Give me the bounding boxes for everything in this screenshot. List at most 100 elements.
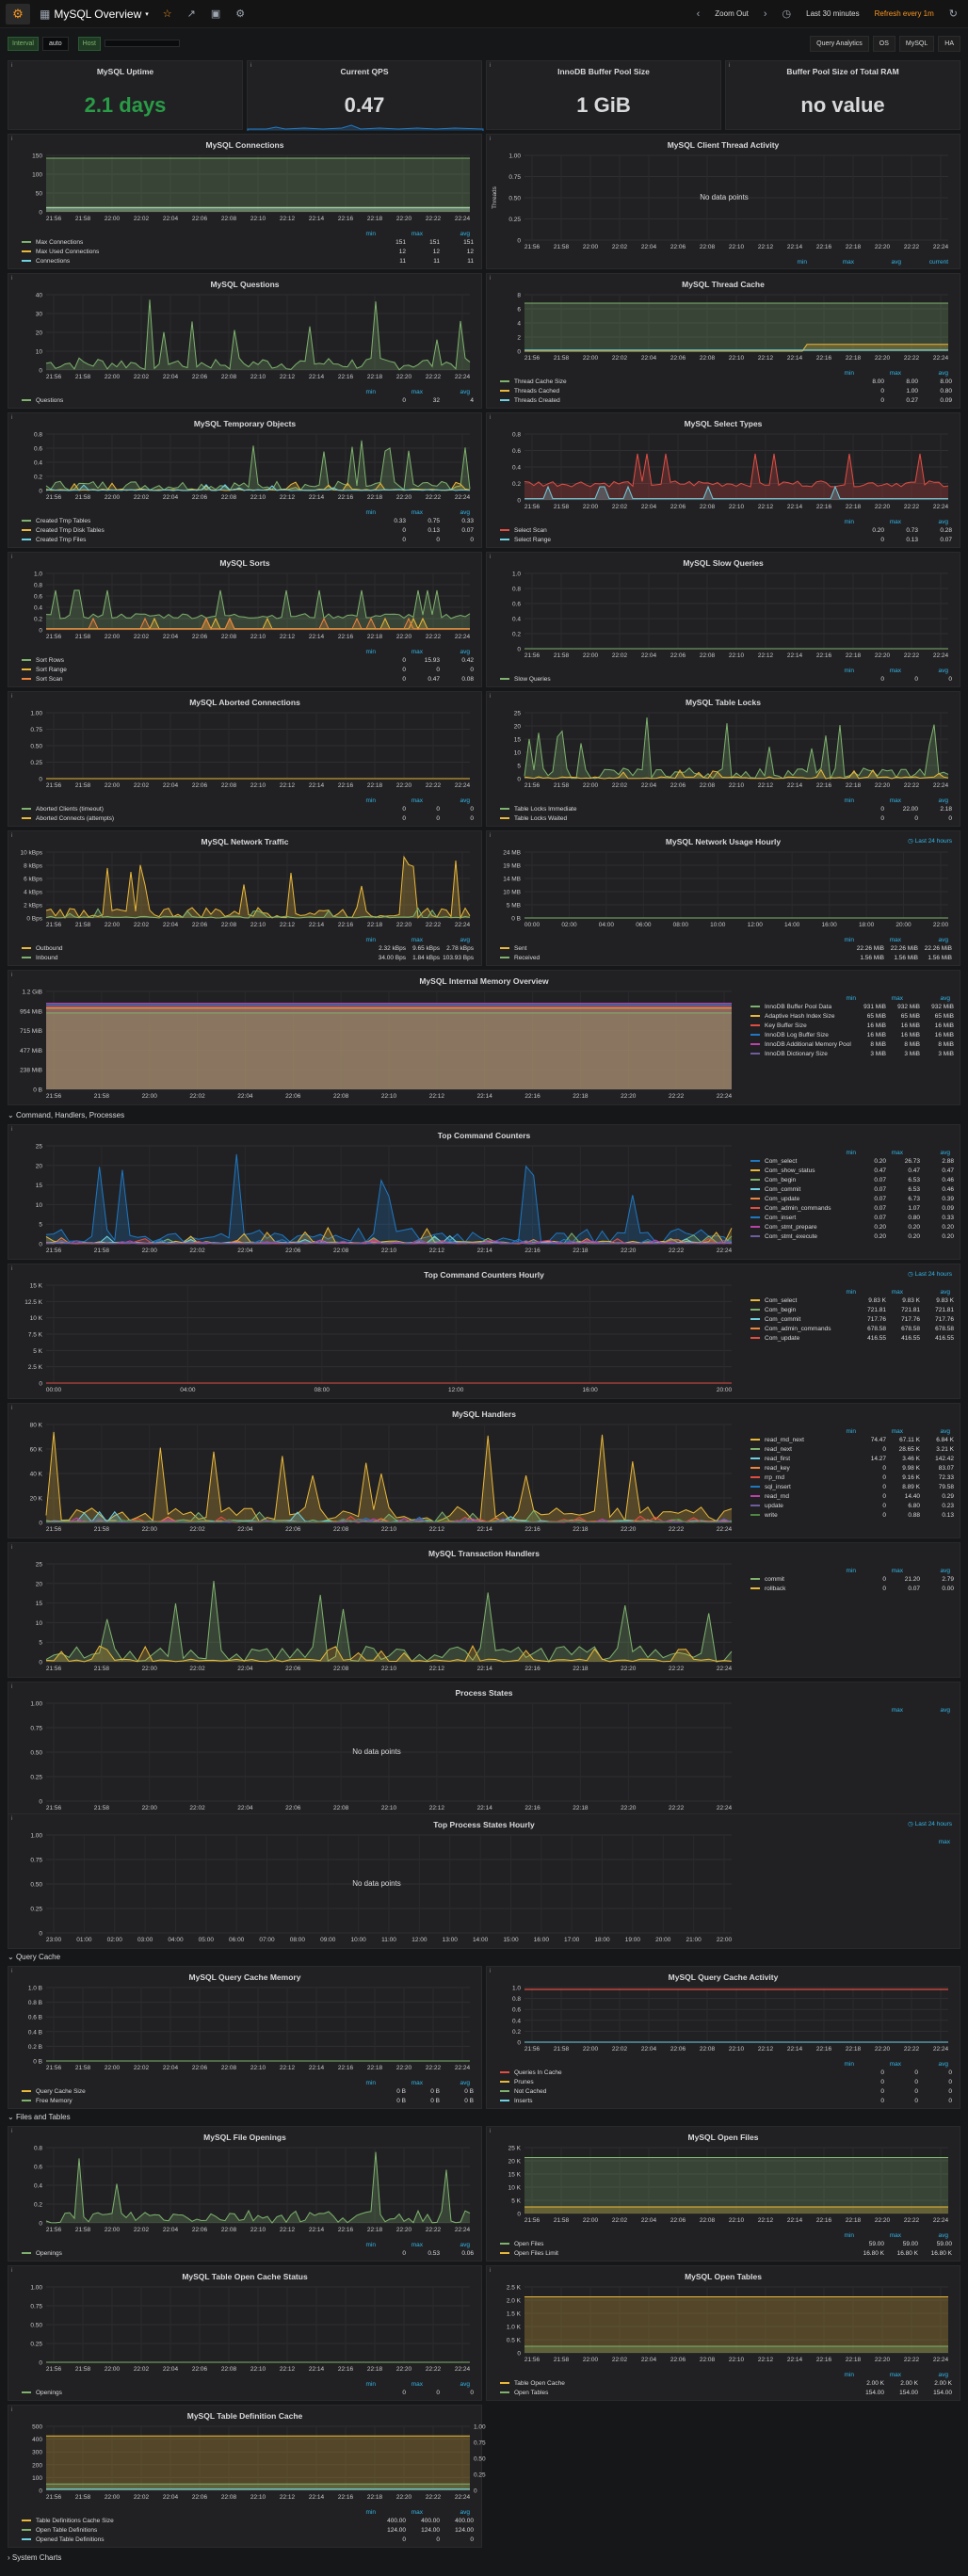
- legend-col-avg[interactable]: avg: [940, 995, 950, 1002]
- info-icon[interactable]: i: [11, 1816, 13, 1822]
- legend-col-min[interactable]: min: [846, 1150, 856, 1156]
- legend-item[interactable]: Threads Created 0 0.27 0.09: [500, 395, 952, 405]
- legend-col-avg[interactable]: avg: [460, 937, 470, 943]
- legend-col-min[interactable]: min: [846, 995, 856, 1002]
- legend-col-min[interactable]: min: [844, 937, 854, 943]
- legend-item[interactable]: Max Connections 151 151 151: [22, 237, 474, 247]
- legend-col-max[interactable]: max: [891, 1707, 903, 1714]
- legend-col-max[interactable]: max: [411, 2509, 423, 2516]
- chevron-right-icon[interactable]: ›: [763, 8, 767, 20]
- legend-col-min[interactable]: min: [365, 231, 376, 237]
- info-icon[interactable]: i: [490, 1969, 492, 1974]
- legend-col-min[interactable]: min: [846, 1289, 856, 1296]
- legend-item[interactable]: Sort Rows 0 15.93 0.42: [22, 655, 474, 665]
- legend-col-min[interactable]: min: [844, 370, 854, 377]
- legend-item[interactable]: Sort Range 0 0 0: [22, 665, 474, 674]
- legend-item[interactable]: Free Memory 0 B 0 B 0 B: [22, 2096, 474, 2105]
- star-icon[interactable]: ☆: [162, 8, 172, 20]
- legend-item[interactable]: Com_begin 0.07 6.53 0.46: [750, 1175, 954, 1184]
- legend-col-avg[interactable]: avg: [460, 231, 470, 237]
- stat-panel-buffer-pool-ram[interactable]: i Buffer Pool Size of Total RAM no value: [725, 60, 960, 130]
- legend-col-max[interactable]: max: [891, 1150, 903, 1156]
- legend-item[interactable]: Com_select 9.83 K 9.83 K 9.83 K: [750, 1296, 954, 1305]
- legend-item[interactable]: Key Buffer Size 16 MiB 16 MiB 16 MiB: [750, 1021, 954, 1030]
- row-header-query-cache[interactable]: ⌄ Query Cache: [8, 1953, 60, 1961]
- legend-col-avg[interactable]: avg: [938, 797, 948, 804]
- graph-panel-qc-memory[interactable]: i MySQL Query Cache Memory 1.0 B 0.8 B 0.6 B…: [8, 1966, 482, 2109]
- graph-panel-table-locks[interactable]: i MySQL Table Locks 25 20 15 10 5 0 21:56 21:58 22…: [486, 691, 960, 827]
- legend-col-max[interactable]: max: [411, 937, 423, 943]
- legend-item[interactable]: InnoDB Log Buffer Size 16 MiB 16 MiB 16 MiB: [750, 1030, 954, 1039]
- legend-col-max[interactable]: max: [889, 937, 901, 943]
- legend-col-avg[interactable]: avg: [940, 1707, 950, 1714]
- legend-item[interactable]: commit 0 21.20 2.79: [750, 1574, 954, 1584]
- legend-item[interactable]: read_key 0 9.98 K 83.07: [750, 1463, 954, 1473]
- refresh-icon[interactable]: ↻: [948, 8, 958, 20]
- graph-panel-sorts[interactable]: i MySQL Sorts 1.0 0.8 0.6 0.4 0.2 0 21:56 21:58 22…: [8, 552, 482, 687]
- info-icon[interactable]: i: [490, 694, 492, 700]
- legend-item[interactable]: Com_stmt_execute 0.20 0.20 0.20: [750, 1232, 954, 1241]
- graph-panel-trans-handlers[interactable]: i MySQL Transaction Handlers 25 20 15 10 5 0 21:…: [8, 1542, 960, 1678]
- legend-item[interactable]: Com_update 0.07 6.73 0.39: [750, 1194, 954, 1203]
- legend-col-avg[interactable]: avg: [938, 2232, 948, 2239]
- legend-item[interactable]: Select Range 0 0.13 0.07: [500, 535, 952, 544]
- mysql-link[interactable]: MySQL: [898, 35, 935, 52]
- legend-col-max[interactable]: max: [891, 1568, 903, 1574]
- query-analytics-link[interactable]: Query Analytics: [810, 35, 869, 52]
- graph-panel-process-states[interactable]: i Process States 1.00 0.75 0.50 0.25 0 21:56 21:…: [8, 1682, 960, 1817]
- legend-item[interactable]: Open Files 59.00 59.00 59.00: [500, 2239, 952, 2248]
- legend-item[interactable]: Com_select 0.20 26.73 2.88: [750, 1156, 954, 1166]
- info-icon[interactable]: i: [490, 137, 492, 142]
- info-icon[interactable]: i: [11, 833, 13, 839]
- legend-col-max[interactable]: max: [411, 2242, 423, 2248]
- legend-item[interactable]: sql_insert 0 8.89 K 79.58: [750, 1482, 954, 1491]
- legend-col-avg[interactable]: avg: [940, 1428, 950, 1435]
- legend-col-min[interactable]: min: [797, 259, 807, 266]
- legend-col-max[interactable]: max: [411, 797, 423, 804]
- info-icon[interactable]: i: [11, 2129, 13, 2134]
- legend-col-max[interactable]: max: [411, 2080, 423, 2086]
- legend-item[interactable]: InnoDB Buffer Pool Data 931 MiB 932 MiB 932…: [750, 1002, 954, 1011]
- legend-col-max[interactable]: max: [891, 995, 903, 1002]
- info-icon[interactable]: i: [11, 694, 13, 700]
- legend-col-max[interactable]: max: [411, 509, 423, 516]
- info-icon[interactable]: i: [11, 1969, 13, 1974]
- graph-panel-network-hourly[interactable]: i MySQL Network Usage Hourly ◷ Last 24 hou…: [486, 830, 960, 966]
- legend-item[interactable]: Aborted Clients (timeout) 0 0 0: [22, 804, 474, 813]
- dashboard-picker[interactable]: ▦ MySQL Overview ▾: [36, 8, 153, 21]
- legend-col-min[interactable]: min: [365, 2242, 376, 2248]
- legend-item[interactable]: Threads Cached 0 1.00 0.80: [500, 386, 952, 395]
- stat-panel-buffer-pool[interactable]: i InnoDB Buffer Pool Size 1 GiB: [486, 60, 721, 130]
- legend-item[interactable]: Com_commit 717.76 717.76 717.76: [750, 1314, 954, 1324]
- graph-panel-temp-objects[interactable]: i MySQL Temporary Objects 0.8 0.6 0.4 0.2 0 21:…: [8, 412, 482, 548]
- legend-item[interactable]: Not Cached 0 0 0: [500, 2086, 952, 2096]
- info-icon[interactable]: i: [11, 1684, 13, 1690]
- legend-item[interactable]: Select Scan 0.20 0.73 0.28: [500, 525, 952, 535]
- legend-col-avg[interactable]: avg: [940, 1150, 950, 1156]
- legend-item[interactable]: Com_commit 0.07 6.53 0.46: [750, 1184, 954, 1194]
- settings-gear-icon[interactable]: ⚙: [235, 8, 246, 20]
- legend-col-max[interactable]: max: [889, 2232, 901, 2239]
- legend-item[interactable]: read_rnd_next 74.47 67.11 K 6.84 K: [750, 1435, 954, 1444]
- legend-item[interactable]: Prunes 0 0 0: [500, 2077, 952, 2086]
- legend-item[interactable]: Adaptive Hash Index Size 65 MiB 65 MiB 65 M…: [750, 1011, 954, 1021]
- graph-panel-network[interactable]: i MySQL Network Traffic 10 kBps 8 kBps 6 kBp…: [8, 830, 482, 966]
- legend-col-avg[interactable]: avg: [938, 668, 948, 674]
- legend-col-max[interactable]: max: [411, 2381, 423, 2388]
- legend-col-max[interactable]: max: [411, 389, 423, 395]
- legend-col-min[interactable]: min: [846, 1568, 856, 1574]
- legend-item[interactable]: Created Tmp Disk Tables 0 0.13 0.07: [22, 525, 474, 535]
- graph-panel-connections[interactable]: i MySQL Connections 150 100 50 0 21:56 21:58 22:…: [8, 134, 482, 269]
- info-icon[interactable]: i: [250, 63, 252, 69]
- legend-col-avg[interactable]: avg: [940, 1289, 950, 1296]
- legend-col-max[interactable]: max: [889, 2372, 901, 2378]
- stat-panel-uptime[interactable]: i MySQL Uptime 2.1 days: [8, 60, 243, 130]
- info-icon[interactable]: i: [11, 1127, 13, 1133]
- legend-col-max[interactable]: max: [889, 2061, 901, 2068]
- legend-item[interactable]: Open Table Definitions 124.00 124.00 124.00: [22, 2525, 474, 2535]
- graph-panel-table-open-cache[interactable]: i MySQL Table Open Cache Status 1.00 0.75 0.…: [8, 2265, 482, 2401]
- legend-item[interactable]: Created Tmp Tables 0.33 0.75 0.33: [22, 516, 474, 525]
- info-icon[interactable]: i: [11, 555, 13, 560]
- legend-col-avg[interactable]: avg: [938, 937, 948, 943]
- info-icon[interactable]: i: [729, 63, 731, 69]
